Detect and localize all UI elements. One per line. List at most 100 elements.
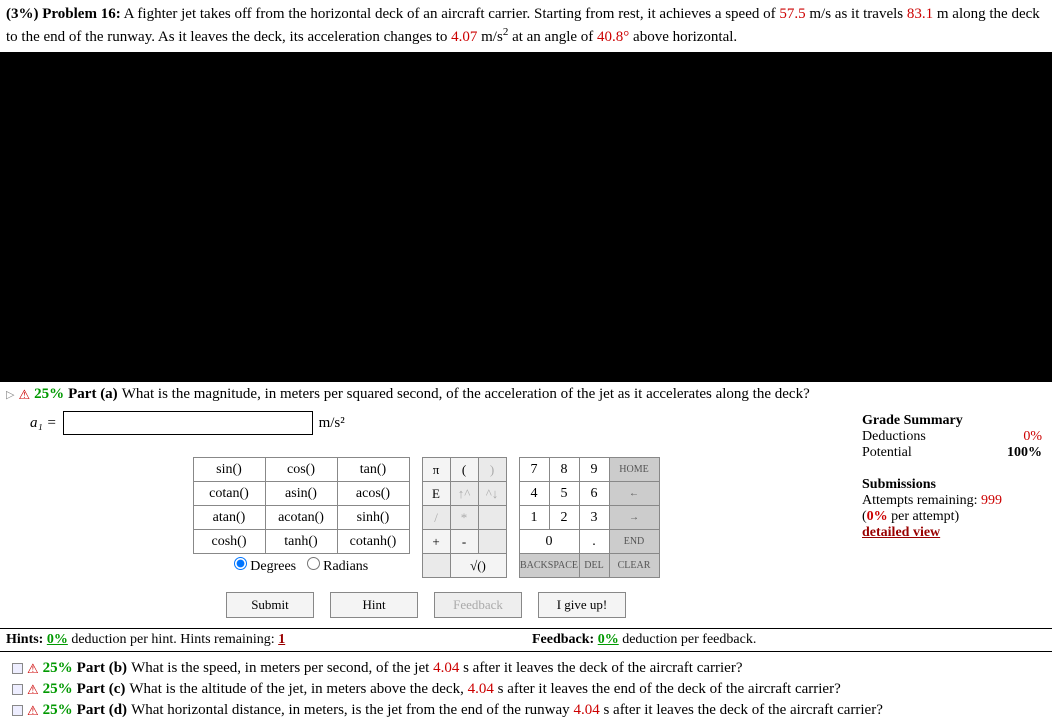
potential-value: 100% bbox=[1007, 445, 1042, 461]
radians-label[interactable]: Radians bbox=[307, 559, 369, 574]
key-9[interactable]: 9 bbox=[579, 458, 609, 482]
part-b-label: Part (b) bbox=[77, 660, 127, 677]
part-d-t: 4.04 bbox=[573, 702, 599, 718]
backspace-button[interactable]: BACKSPACE bbox=[519, 554, 579, 578]
symbol-keys: π() E↑^^↓ /* +- √() bbox=[422, 457, 507, 578]
angle-unit: above horizontal. bbox=[629, 29, 737, 45]
potential-label: Potential bbox=[862, 445, 912, 461]
attempts-value: 999 bbox=[981, 493, 1002, 508]
grade-title: Grade Summary bbox=[862, 413, 1042, 429]
tanh-button[interactable]: tanh() bbox=[265, 530, 337, 554]
pi-button[interactable]: π bbox=[422, 458, 450, 482]
hint-button[interactable]: Hint bbox=[330, 592, 418, 618]
key-4[interactable]: 4 bbox=[519, 482, 549, 506]
hints-pct: 0% bbox=[47, 632, 68, 647]
left-button[interactable]: ← bbox=[609, 482, 659, 506]
attempts-label: Attempts remaining: bbox=[862, 493, 981, 508]
acotan-button[interactable]: acotan() bbox=[265, 506, 337, 530]
tan-button[interactable]: tan() bbox=[337, 458, 409, 482]
part-b-pct: 25% bbox=[43, 660, 73, 677]
key-3[interactable]: 3 bbox=[579, 506, 609, 530]
divide-button[interactable]: / bbox=[422, 506, 450, 530]
part-b-box-icon bbox=[12, 663, 23, 674]
cotan-button[interactable]: cotan() bbox=[193, 482, 265, 506]
key-6[interactable]: 6 bbox=[579, 482, 609, 506]
action-buttons: Submit Hint Feedback I give up! bbox=[0, 592, 852, 618]
deductions-value: 0% bbox=[1023, 429, 1042, 445]
part-a-label: Part (a) bbox=[68, 386, 118, 403]
problem-text-1: A fighter jet takes off from the horizon… bbox=[124, 6, 780, 22]
part-d-box-icon bbox=[12, 705, 23, 716]
part-d-label: Part (d) bbox=[77, 702, 127, 719]
clear-button[interactable]: CLEAR bbox=[609, 554, 659, 578]
key-7[interactable]: 7 bbox=[519, 458, 549, 482]
giveup-button[interactable]: I give up! bbox=[538, 592, 626, 618]
warn-icon: ⚠ bbox=[27, 661, 39, 677]
part-c-post: after it leaves the end of the deck of t… bbox=[503, 681, 840, 697]
part-d-row[interactable]: ⚠ 25% Part (d) What horizontal distance,… bbox=[6, 700, 1046, 721]
acos-button[interactable]: acos() bbox=[337, 482, 409, 506]
part-b-pre: What is the speed, in meters per second,… bbox=[131, 660, 433, 676]
part-c-unit: s bbox=[494, 681, 504, 697]
end-button[interactable]: END bbox=[609, 530, 659, 554]
deductions-label: Deductions bbox=[862, 429, 926, 445]
key-5[interactable]: 5 bbox=[549, 482, 579, 506]
sin-button[interactable]: sin() bbox=[193, 458, 265, 482]
key-2[interactable]: 2 bbox=[549, 506, 579, 530]
feedback-button[interactable]: Feedback bbox=[434, 592, 522, 618]
expand-icon[interactable]: ▷ bbox=[6, 388, 14, 401]
per-attempt-value: 0% bbox=[867, 509, 888, 524]
home-button[interactable]: HOME bbox=[609, 458, 659, 482]
cosh-button[interactable]: cosh() bbox=[193, 530, 265, 554]
asin-button[interactable]: asin() bbox=[265, 482, 337, 506]
e-button[interactable]: E bbox=[422, 482, 450, 506]
part-c-t: 4.04 bbox=[468, 681, 494, 697]
key-dot[interactable]: . bbox=[579, 530, 609, 554]
warn-icon: ⚠ bbox=[18, 387, 30, 403]
key-8[interactable]: 8 bbox=[549, 458, 579, 482]
part-b-post: after it leaves the deck of the aircraft… bbox=[469, 660, 743, 676]
power-up-button[interactable]: ↑^ bbox=[450, 482, 478, 506]
detailed-view-link[interactable]: detailed view bbox=[862, 525, 940, 540]
cos-button[interactable]: cos() bbox=[265, 458, 337, 482]
plus-button[interactable]: + bbox=[422, 530, 450, 554]
part-b-row[interactable]: ⚠ 25% Part (b) What is the speed, in met… bbox=[6, 658, 1046, 679]
figure-region bbox=[0, 52, 1052, 382]
part-a-header: ▷ ⚠ 25% Part (a) What is the magnitude, … bbox=[0, 382, 1052, 407]
degrees-label[interactable]: Degrees bbox=[234, 559, 296, 574]
part-b-t: 4.04 bbox=[433, 660, 459, 676]
key-1[interactable]: 1 bbox=[519, 506, 549, 530]
atan-button[interactable]: atan() bbox=[193, 506, 265, 530]
part-c-row[interactable]: ⚠ 25% Part (c) What is the altitude of t… bbox=[6, 679, 1046, 700]
open-paren-button[interactable]: ( bbox=[450, 458, 478, 482]
key-0[interactable]: 0 bbox=[519, 530, 579, 554]
radians-radio[interactable] bbox=[307, 557, 320, 570]
right-button[interactable]: → bbox=[609, 506, 659, 530]
close-paren-button[interactable]: ) bbox=[478, 458, 506, 482]
degrees-radio[interactable] bbox=[234, 557, 247, 570]
blank-sym-3 bbox=[422, 554, 450, 578]
submit-button[interactable]: Submit bbox=[226, 592, 314, 618]
part-b-unit: s bbox=[459, 660, 469, 676]
keypad: sin()cos()tan() cotan()asin()acos() atan… bbox=[0, 457, 852, 578]
angle-value: 40.8° bbox=[597, 29, 629, 45]
function-keys: sin()cos()tan() cotan()asin()acos() atan… bbox=[193, 457, 410, 578]
per-attempt-post: per attempt) bbox=[888, 509, 960, 524]
part-d-pct: 25% bbox=[43, 702, 73, 719]
angle-pre: at an angle of bbox=[508, 29, 597, 45]
feedback-text: deduction per feedback. bbox=[619, 632, 757, 647]
part-d-unit: s bbox=[600, 702, 610, 718]
power-down-button[interactable]: ^↓ bbox=[478, 482, 506, 506]
sqrt-button[interactable]: √() bbox=[450, 554, 506, 578]
part-c-box-icon bbox=[12, 684, 23, 695]
answer-input[interactable] bbox=[63, 411, 313, 435]
part-d-pre: What horizontal distance, in meters, is … bbox=[131, 702, 573, 718]
del-button[interactable]: DEL bbox=[579, 554, 609, 578]
sinh-button[interactable]: sinh() bbox=[337, 506, 409, 530]
minus-button[interactable]: - bbox=[450, 530, 478, 554]
hints-remaining: 1 bbox=[278, 632, 285, 647]
number-keys: 789HOME 456← 123→ 0.END BACKSPACEDELCLEA… bbox=[519, 457, 660, 578]
warn-icon: ⚠ bbox=[27, 682, 39, 698]
multiply-button[interactable]: * bbox=[450, 506, 478, 530]
cotanh-button[interactable]: cotanh() bbox=[337, 530, 409, 554]
